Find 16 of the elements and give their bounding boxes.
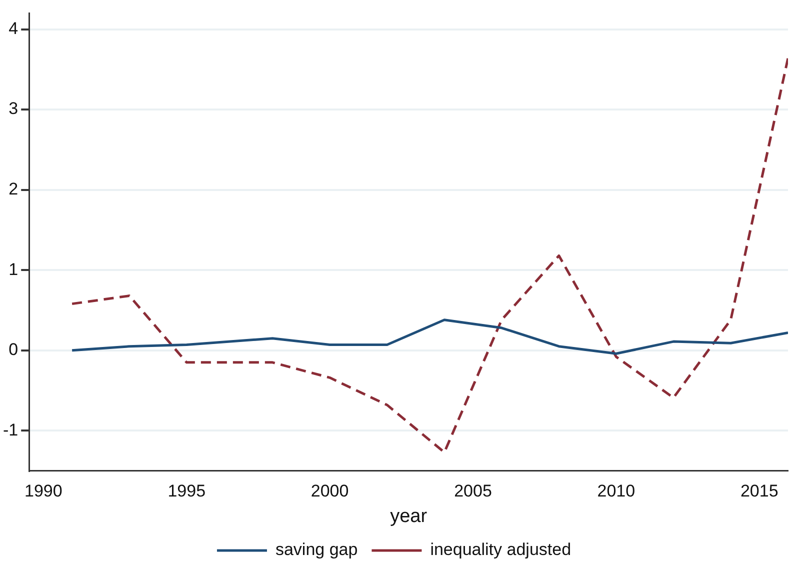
x-tick-label: 2015 — [740, 482, 778, 501]
x-tick-label: 2005 — [454, 482, 492, 501]
x-axis-title: year — [390, 506, 428, 527]
x-tick-label: 1990 — [24, 482, 62, 501]
y-tick-label: -1 — [2, 420, 18, 440]
y-tick-label: 1 — [8, 260, 18, 279]
x-tick-label: 2010 — [597, 482, 636, 501]
legend-label: inequality adjusted — [430, 540, 572, 560]
y-tick-label: 0 — [8, 340, 18, 360]
y-tick-label: 3 — [8, 99, 18, 118]
legend-label: saving gap — [275, 540, 358, 560]
line-series — [70, 56, 788, 454]
y-tick-label: 4 — [8, 18, 18, 38]
x-tick-label: 1995 — [168, 482, 206, 501]
y-tick-label: 2 — [8, 180, 18, 199]
x-tick-label: 2000 — [310, 482, 349, 501]
